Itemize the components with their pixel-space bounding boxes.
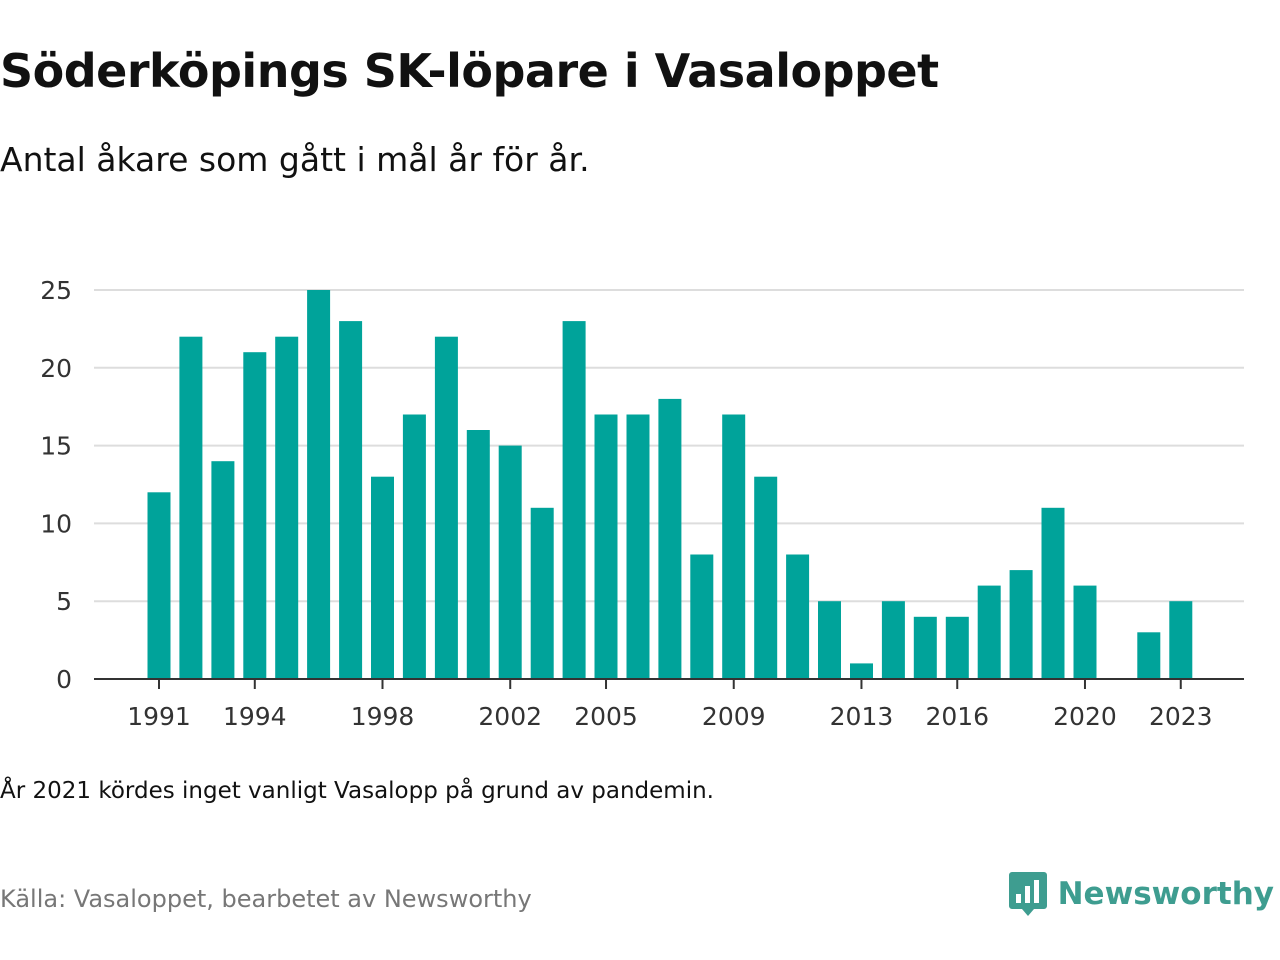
bar-1999 bbox=[402, 414, 426, 679]
bar-2008 bbox=[690, 554, 714, 679]
y-tick-label: 15 bbox=[40, 432, 72, 461]
chart-subtitle: Antal åkare som gått i mål år för år. bbox=[0, 140, 590, 179]
bar-2000 bbox=[434, 336, 458, 679]
bar-2011 bbox=[786, 554, 810, 679]
bar-2023 bbox=[1169, 601, 1193, 679]
bar-1997 bbox=[339, 321, 363, 679]
bar-2018 bbox=[1009, 570, 1033, 679]
bar-1993 bbox=[211, 461, 235, 679]
bar-2013 bbox=[850, 663, 873, 679]
bar-1998 bbox=[371, 476, 394, 679]
bar-1996 bbox=[307, 290, 331, 679]
x-tick-label: 2013 bbox=[830, 702, 894, 730]
chart-title: Söderköpings SK-löpare i Vasaloppet bbox=[0, 44, 939, 98]
brand-name: Newsworthy bbox=[1057, 876, 1274, 912]
chart-note: År 2021 kördes inget vanligt Vasalopp på… bbox=[0, 778, 714, 804]
bar-2022 bbox=[1137, 632, 1161, 679]
x-tick-label: 2002 bbox=[478, 702, 542, 730]
x-tick-label: 2023 bbox=[1149, 702, 1213, 730]
bar-2009 bbox=[722, 414, 746, 679]
bar-2016 bbox=[945, 616, 969, 679]
bar-2012 bbox=[818, 601, 841, 679]
x-axis: 1991 1994 1998 2002 2005 2009 2013 2016 2020 2023 bbox=[94, 678, 1244, 730]
source-text: Källa: Vasaloppet, bearbetet av Newswort… bbox=[0, 885, 532, 913]
bar-chart: 0 5 10 15 20 25 1991 1994 1998 2002 2005 2009 2013 2… bbox=[40, 276, 1244, 730]
x-tick-label: 1991 bbox=[127, 702, 191, 730]
bar-1994 bbox=[243, 352, 267, 679]
newsworthy-logo-icon bbox=[1008, 872, 1047, 916]
x-tick-label: 2016 bbox=[925, 702, 989, 730]
x-tick-label: 1994 bbox=[223, 702, 287, 730]
y-tick-label: 0 bbox=[56, 665, 72, 694]
x-tick-label: 1998 bbox=[351, 702, 415, 730]
bar-2001 bbox=[466, 430, 490, 679]
x-tick-label: 2005 bbox=[574, 702, 638, 730]
bar-2019 bbox=[1041, 507, 1065, 679]
bar-1995 bbox=[275, 336, 299, 679]
bar-2017 bbox=[977, 585, 1001, 679]
bar-2020 bbox=[1073, 585, 1097, 679]
brand-logo[interactable]: Newsworthy bbox=[1008, 870, 1274, 918]
bar-2006 bbox=[626, 414, 650, 679]
y-axis-labels: 0 5 10 15 20 25 bbox=[40, 276, 72, 694]
y-tick-label: 20 bbox=[40, 354, 72, 383]
bar-2010 bbox=[754, 476, 778, 679]
bar-2003 bbox=[530, 507, 554, 679]
bar-1991 bbox=[147, 492, 171, 679]
bar-2005 bbox=[594, 414, 618, 679]
bar-1992 bbox=[179, 336, 203, 679]
y-tick-label: 25 bbox=[40, 276, 72, 305]
x-tick-label: 2020 bbox=[1053, 702, 1117, 730]
bar-2014 bbox=[881, 601, 905, 679]
bars bbox=[147, 290, 1193, 679]
bar-2007 bbox=[658, 398, 682, 679]
bar-2015 bbox=[913, 616, 937, 679]
x-tick-label: 2009 bbox=[702, 702, 766, 730]
bar-2002 bbox=[498, 445, 522, 679]
y-tick-label: 10 bbox=[40, 509, 72, 538]
y-tick-label: 5 bbox=[56, 587, 72, 616]
bar-2004 bbox=[562, 321, 586, 679]
